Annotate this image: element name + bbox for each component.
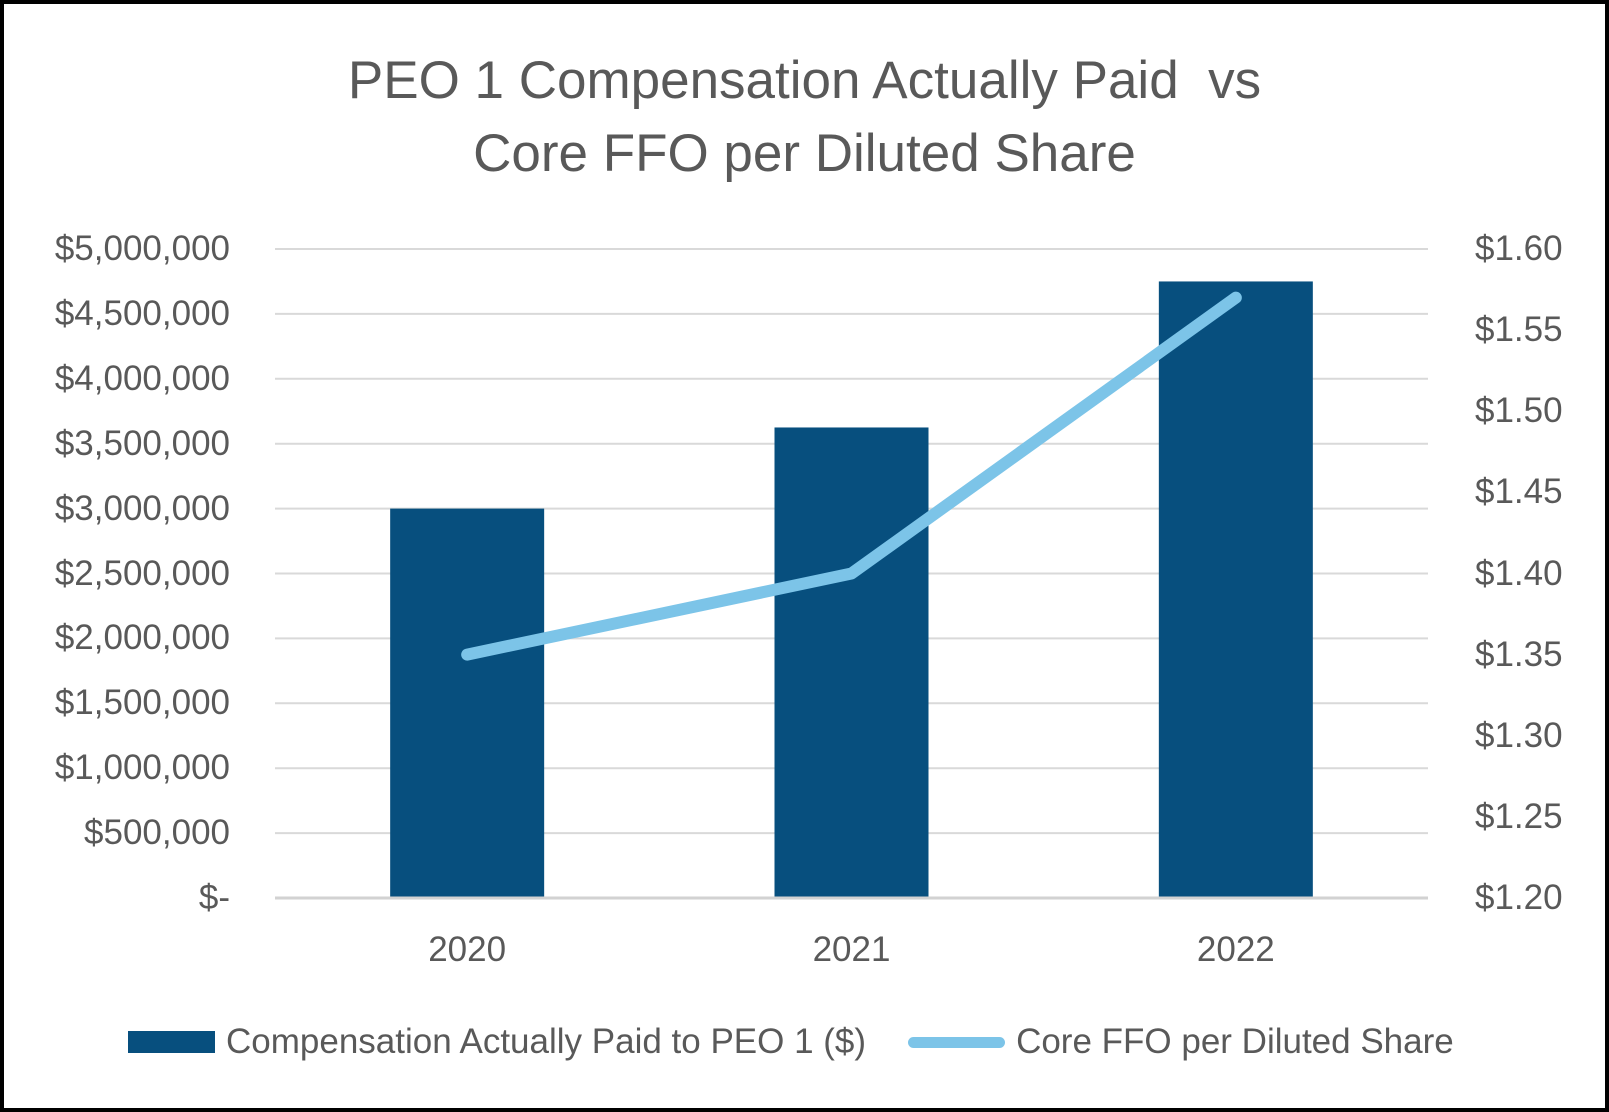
chart-title: PEO 1 Compensation Actually Paid vs Core…	[4, 44, 1605, 190]
x-axis-label: 2022	[1196, 930, 1275, 969]
left-axis-tick-label: $1,500,000	[54, 683, 230, 723]
bar-series-swatch	[128, 1031, 215, 1053]
left-axis-tick-label: $1,000,000	[54, 748, 230, 788]
plot-area	[275, 248, 1428, 900]
x-axis-label: 2020	[428, 930, 507, 969]
right-axis-tick-label: $1.60	[1475, 229, 1563, 268]
left-axis-tick-label: $2,500,000	[54, 553, 230, 593]
legend: Compensation Actually Paid to PEO 1 ($) …	[128, 1022, 1454, 1062]
chart-title-line-1: PEO 1 Compensation Actually Paid vs	[347, 51, 1262, 110]
right-axis-tick-label: $1.30	[1475, 715, 1563, 755]
bar-2021	[774, 427, 929, 898]
left-axis-tick-label: $-	[198, 878, 230, 917]
right-axis-tick-label: $1.45	[1475, 472, 1563, 512]
right-axis-tick-label: $1.25	[1475, 796, 1563, 836]
bar-2022	[1158, 281, 1313, 898]
right-axis-tick-label: $1.50	[1475, 391, 1563, 431]
legend-entry-bar: Compensation Actually Paid to PEO 1 ($)	[128, 1022, 866, 1062]
right-axis-tick-label: $1.55	[1475, 310, 1563, 350]
left-axis-tick-label: $2,000,000	[54, 618, 230, 658]
legend-label-line: Core FFO per Diluted Share	[1016, 1022, 1454, 1061]
legend-entry-line: Core FFO per Diluted Share	[908, 1022, 1454, 1062]
bar-2020	[390, 508, 545, 898]
x-axis-label: 2021	[812, 930, 891, 969]
right-axis-tick-label: $1.20	[1475, 878, 1563, 917]
line-series-swatch	[908, 1036, 1006, 1048]
chart-title-line-2: Core FFO per Diluted Share	[473, 124, 1136, 183]
left-axis-tick-label: $4,500,000	[54, 293, 230, 333]
left-axis-tick-label: $5,000,000	[54, 229, 230, 268]
right-axis-tick-label: $1.35	[1475, 634, 1563, 674]
right-axis-tick-label: $1.40	[1475, 553, 1563, 593]
left-axis-tick-label: $500,000	[84, 813, 230, 853]
left-axis-tick-label: $3,500,000	[54, 423, 230, 463]
left-axis-tick-label: $4,000,000	[54, 358, 230, 398]
left-axis-tick-label: $3,000,000	[54, 488, 230, 528]
legend-label-bar: Compensation Actually Paid to PEO 1 ($)	[226, 1022, 867, 1061]
ffo-line-series	[461, 291, 1242, 661]
